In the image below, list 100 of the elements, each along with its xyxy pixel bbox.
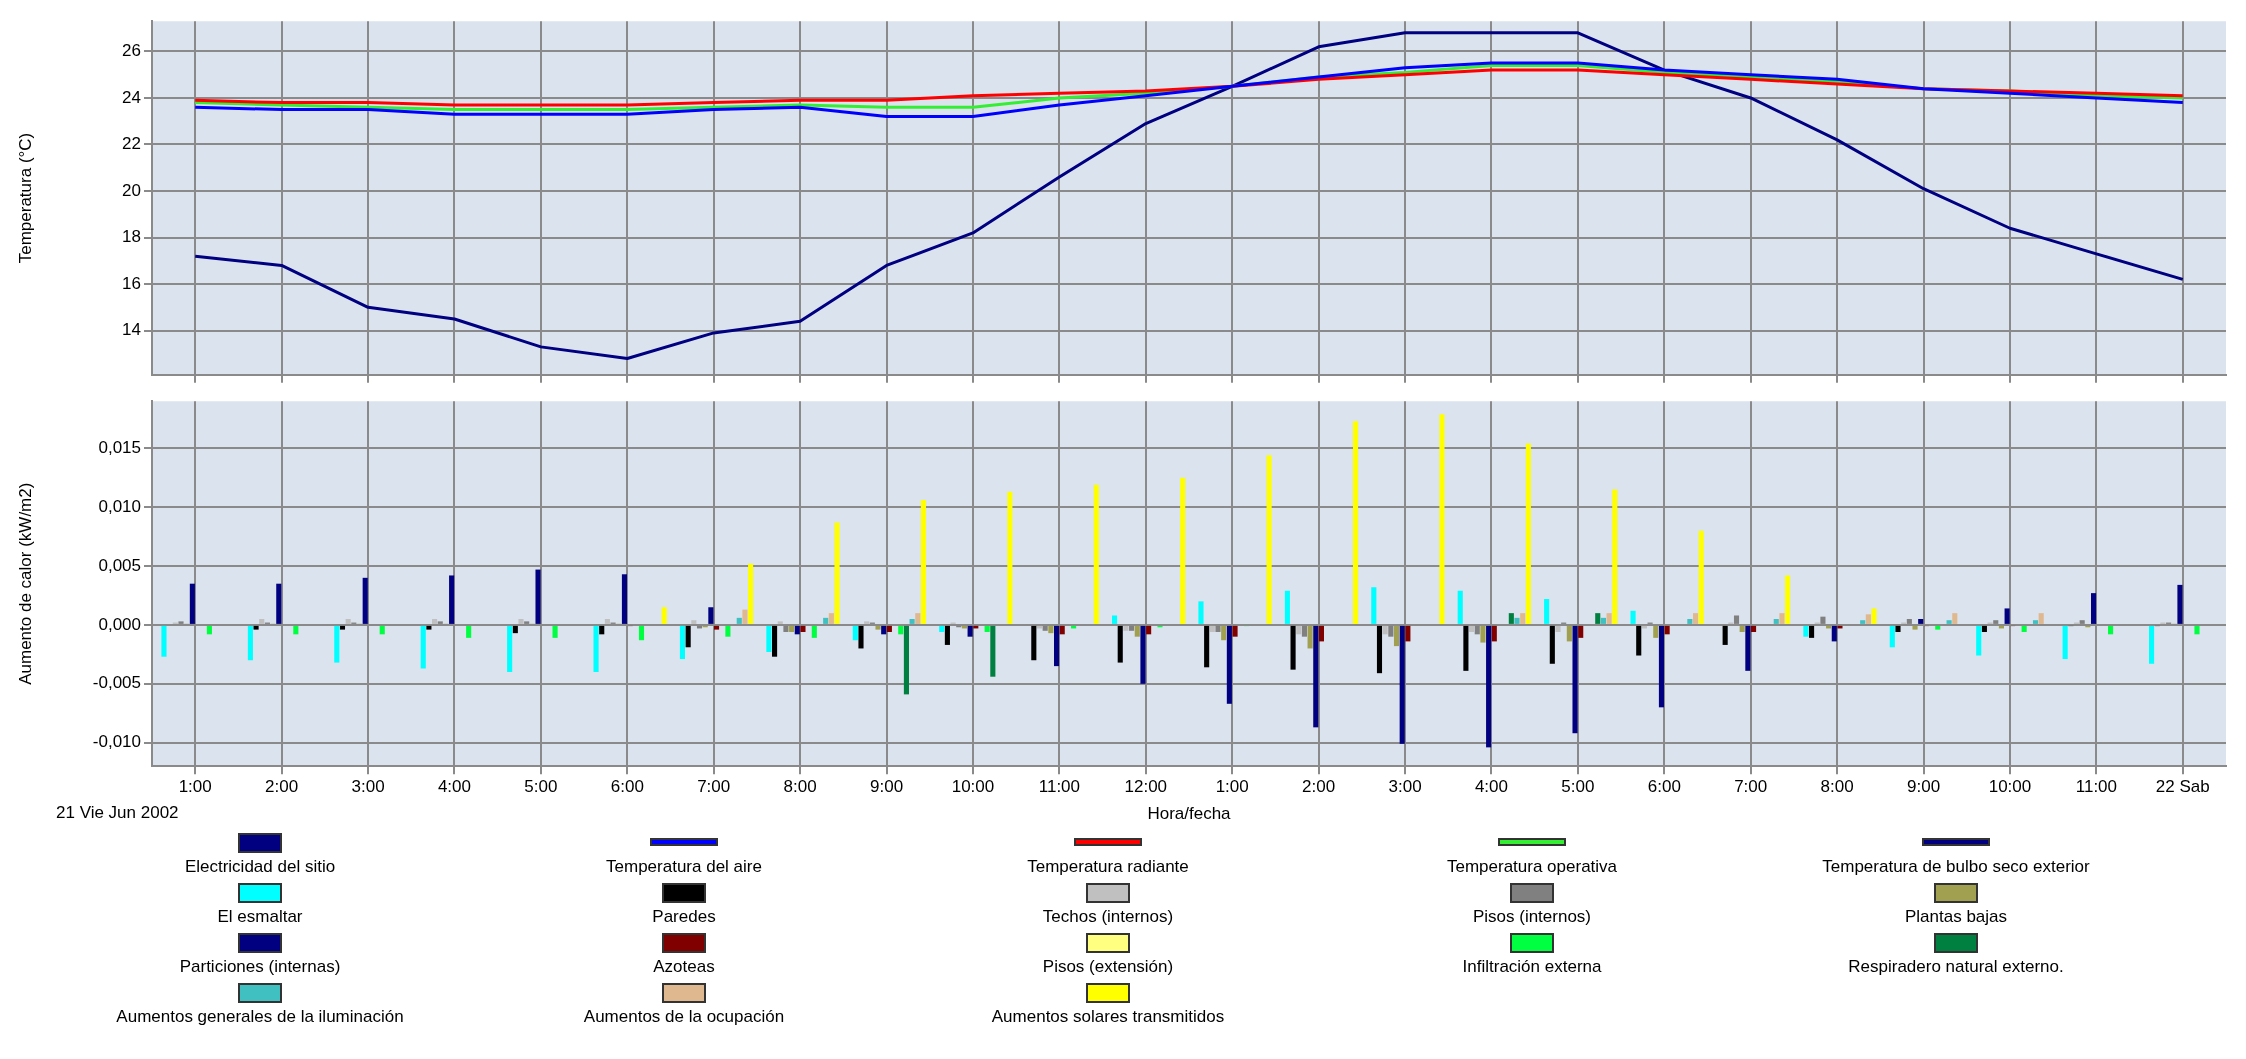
- bar: [293, 625, 299, 635]
- bar: [362, 577, 368, 624]
- bar: [276, 583, 282, 624]
- x-tick-label: 1:00: [178, 777, 212, 797]
- bar: [1053, 625, 1060, 667]
- bar: [1463, 625, 1469, 671]
- bar: [339, 625, 346, 630]
- bar: [661, 607, 667, 624]
- bar: [881, 625, 887, 635]
- bar: [1525, 443, 1531, 624]
- bar: [1093, 484, 1099, 624]
- x-tick-label: 10:00: [951, 777, 995, 797]
- bar: [1544, 599, 1550, 624]
- bar: [898, 625, 904, 635]
- bar: [944, 625, 950, 645]
- legend-label: Aumentos de la ocupación: [583, 1007, 785, 1027]
- y-tick-label: 0,010: [98, 496, 141, 516]
- bar: [1514, 617, 1520, 624]
- bar: [772, 625, 778, 657]
- y-tick-label: 18: [122, 227, 141, 247]
- x-tick-label: 5:00: [524, 777, 558, 797]
- x-tick-label: 9:00: [869, 777, 904, 797]
- bar: [1382, 625, 1388, 635]
- bar: [1123, 625, 1129, 631]
- bar: [2062, 625, 2068, 660]
- bar: [679, 625, 686, 660]
- x-tick-label: 4:00: [1474, 777, 1509, 797]
- x-tick-label: 2:00: [265, 777, 299, 797]
- legend-label: Electricidad del sitio: [184, 857, 336, 877]
- bar: [1750, 625, 1757, 632]
- bar: [2090, 593, 2097, 624]
- bar: [1117, 625, 1123, 663]
- legend-label: Temperatura operativa: [1446, 857, 1618, 877]
- bar: [1059, 625, 1065, 635]
- bar: [852, 625, 858, 641]
- x-tick-label: 11:00: [2075, 777, 2118, 797]
- bar: [1399, 625, 1405, 744]
- bar: [449, 575, 455, 624]
- bar: [1007, 491, 1013, 624]
- bar: [967, 625, 973, 637]
- bar: [1739, 625, 1745, 632]
- bar: [621, 574, 628, 624]
- bar: [1606, 613, 1612, 624]
- bar: [2004, 608, 2010, 624]
- bar: [1779, 613, 1785, 624]
- bar: [1636, 625, 1642, 656]
- bar: [685, 625, 691, 648]
- bar: [1612, 489, 1618, 624]
- bar: [909, 619, 915, 624]
- bar: [1745, 625, 1751, 671]
- bar: [1952, 613, 1958, 624]
- bar: [1946, 620, 1952, 624]
- bar: [1976, 625, 1982, 656]
- legend-label: Respiradero natural externo.: [1848, 957, 2064, 977]
- y-axis-title: Aumento de calor (kW/m2): [15, 482, 35, 685]
- bar: [1140, 625, 1146, 684]
- bar: [1722, 625, 1728, 645]
- x-tick-label: 11:00: [1038, 777, 1081, 797]
- legend-label: Plantas bajas: [1904, 907, 2008, 927]
- bar: [1595, 613, 1601, 624]
- x-tick-label: 7:00: [697, 777, 731, 797]
- bar: [875, 625, 881, 630]
- bar: [2021, 625, 2027, 632]
- bar: [638, 625, 645, 641]
- bar: [259, 619, 265, 624]
- bar: [1687, 619, 1693, 624]
- y-axis-title: Temperatura (°C): [15, 132, 35, 264]
- bar: [1935, 625, 1941, 630]
- y-tick-label: -0,005: [92, 673, 141, 693]
- bar: [2108, 625, 2114, 635]
- bar: [811, 625, 817, 638]
- bar: [1837, 625, 1843, 629]
- bar: [1809, 625, 1815, 638]
- bar: [379, 625, 385, 635]
- x-tick-label: 5:00: [1561, 777, 1595, 797]
- bar: [990, 625, 996, 677]
- legend-label: Paredes: [652, 907, 716, 927]
- bar: [2149, 625, 2155, 664]
- bar: [1376, 625, 1383, 674]
- bar: [1371, 587, 1377, 624]
- bar: [939, 625, 945, 632]
- bar: [466, 625, 472, 638]
- bar: [552, 625, 558, 638]
- y-tick-label: -0,010: [92, 732, 141, 752]
- bar: [1112, 615, 1118, 624]
- y-tick-label: 22: [122, 134, 141, 154]
- bar: [1204, 625, 1210, 668]
- x-tick-label: 12:00: [1124, 777, 1168, 797]
- bar: [1209, 625, 1215, 632]
- bar: [1318, 625, 1325, 642]
- bar: [1600, 617, 1606, 624]
- legend-label: Pisos (extensión): [1042, 957, 1174, 977]
- bar: [1555, 625, 1561, 632]
- y-tick-label: 0,000: [98, 614, 141, 634]
- bar: [1480, 625, 1486, 643]
- x-tick-label: 7:00: [1734, 777, 1768, 797]
- bar: [1290, 625, 1296, 670]
- bar: [1439, 414, 1445, 624]
- bar: [1508, 613, 1514, 624]
- bar: [1785, 575, 1791, 624]
